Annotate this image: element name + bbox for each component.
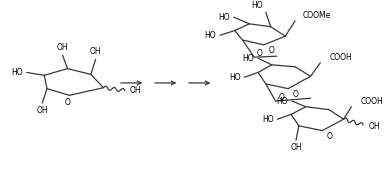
Text: HO: HO — [242, 54, 254, 63]
Text: HO: HO — [11, 68, 23, 77]
Text: HO: HO — [277, 97, 288, 106]
Text: HO: HO — [262, 115, 273, 124]
Text: O: O — [269, 46, 275, 55]
Text: O: O — [279, 93, 284, 102]
Text: COOH: COOH — [361, 97, 384, 106]
Text: OH: OH — [37, 106, 48, 115]
Text: OH: OH — [130, 86, 141, 95]
Text: COOH: COOH — [330, 53, 353, 62]
Text: O: O — [65, 98, 70, 107]
Text: HO: HO — [218, 13, 230, 22]
Text: HO: HO — [205, 31, 216, 40]
Text: O: O — [293, 90, 299, 99]
Text: OH: OH — [290, 143, 302, 152]
Text: OH: OH — [90, 47, 102, 56]
Text: O: O — [327, 132, 333, 141]
Text: COOMe: COOMe — [303, 11, 331, 20]
Text: OH: OH — [369, 122, 380, 131]
Text: HO: HO — [229, 73, 240, 82]
Text: O: O — [257, 49, 263, 58]
Text: OH: OH — [57, 43, 68, 52]
Text: HO: HO — [251, 1, 263, 10]
